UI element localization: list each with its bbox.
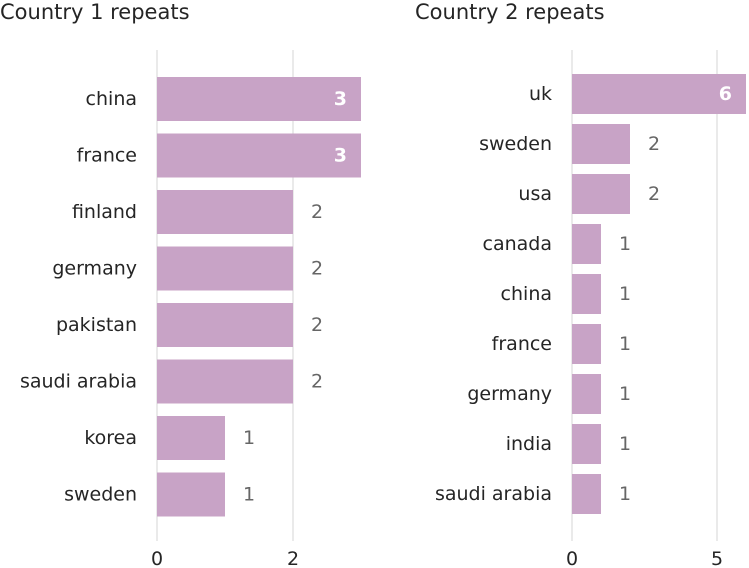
chart-title-country-2: Country 2 repeats bbox=[415, 0, 605, 24]
value-label-country-2-usa: 2 bbox=[648, 183, 660, 205]
value-label-country-1-sweden: 1 bbox=[243, 484, 255, 506]
category-label-country-2-sweden: sweden bbox=[479, 133, 552, 155]
value-label-country-2-china: 1 bbox=[619, 283, 631, 305]
value-label-country-2-india: 1 bbox=[619, 433, 631, 455]
value-label-country-2-sweden: 2 bbox=[648, 133, 660, 155]
bar-country-2-uk[interactable] bbox=[572, 74, 746, 114]
value-label-country-2-france: 1 bbox=[619, 333, 631, 355]
category-label-country-2-india: india bbox=[506, 433, 552, 455]
category-label-country-2-uk: uk bbox=[529, 83, 552, 105]
bar-country-1-korea[interactable] bbox=[157, 416, 225, 460]
x-tick-label-country-1-2: 2 bbox=[287, 548, 299, 568]
category-label-country-2-usa: usa bbox=[518, 183, 552, 205]
category-label-country-2-germany: germany bbox=[467, 383, 552, 405]
value-label-country-2-germany: 1 bbox=[619, 383, 631, 405]
value-label-country-1-pakistan: 2 bbox=[311, 314, 323, 336]
category-label-country-1-saudi-arabia: saudi arabia bbox=[20, 371, 137, 393]
chart-panel-country-1: Country 1 repeats 0 2 china 3 france 3 finland… bbox=[0, 0, 361, 568]
bar-country-2-sweden[interactable] bbox=[572, 124, 630, 164]
bar-country-1-pakistan[interactable] bbox=[157, 303, 293, 347]
bar-country-2-germany[interactable] bbox=[572, 374, 601, 414]
category-label-country-1-korea: korea bbox=[84, 427, 137, 449]
category-label-country-1-sweden: sweden bbox=[64, 484, 137, 506]
bar-country-2-china[interactable] bbox=[572, 274, 601, 314]
x-tick-label-country-2-5: 5 bbox=[711, 548, 723, 568]
category-label-country-1-finland: finland bbox=[72, 201, 137, 223]
value-label-country-2-uk: 6 bbox=[719, 83, 732, 105]
category-label-country-2-china: china bbox=[501, 283, 552, 305]
bar-country-1-france[interactable] bbox=[157, 133, 361, 178]
value-label-country-1-china: 3 bbox=[334, 88, 347, 110]
bar-country-1-saudi-arabia[interactable] bbox=[157, 359, 293, 404]
value-label-country-2-canada: 1 bbox=[619, 233, 631, 255]
bar-country-2-saudi-arabia[interactable] bbox=[572, 474, 601, 514]
category-label-country-1-china: china bbox=[86, 88, 137, 110]
value-label-country-1-france: 3 bbox=[334, 145, 347, 167]
bar-country-1-china[interactable] bbox=[157, 77, 361, 121]
value-label-country-1-korea: 1 bbox=[243, 427, 255, 449]
category-label-country-2-canada: canada bbox=[483, 233, 552, 255]
bar-country-2-india[interactable] bbox=[572, 424, 601, 464]
bar-country-1-germany[interactable] bbox=[157, 246, 293, 291]
bar-country-1-sweden[interactable] bbox=[157, 472, 225, 517]
chart-title-country-1: Country 1 repeats bbox=[0, 0, 190, 24]
x-tick-label-country-2-0: 0 bbox=[566, 548, 578, 568]
x-tick-label-country-1-0: 0 bbox=[151, 548, 163, 568]
category-label-country-1-germany: germany bbox=[52, 258, 137, 280]
bar-country-2-canada[interactable] bbox=[572, 224, 601, 264]
category-label-country-2-france: france bbox=[492, 333, 552, 355]
category-label-country-2-saudi-arabia: saudi arabia bbox=[435, 483, 552, 505]
bar-country-2-usa[interactable] bbox=[572, 174, 630, 214]
value-label-country-1-germany: 2 bbox=[311, 258, 323, 280]
bar-country-1-finland[interactable] bbox=[157, 190, 293, 234]
category-label-country-1-pakistan: pakistan bbox=[56, 314, 137, 336]
chart-panel-country-2: Country 2 repeats 0 5 uk 6 sweden 2 usa 2 canada… bbox=[415, 0, 746, 568]
value-label-country-1-saudi-arabia: 2 bbox=[311, 371, 323, 393]
bar-country-2-france[interactable] bbox=[572, 324, 601, 364]
value-label-country-1-finland: 2 bbox=[311, 201, 323, 223]
value-label-country-2-saudi-arabia: 1 bbox=[619, 483, 631, 505]
category-label-country-1-france: france bbox=[77, 145, 137, 167]
